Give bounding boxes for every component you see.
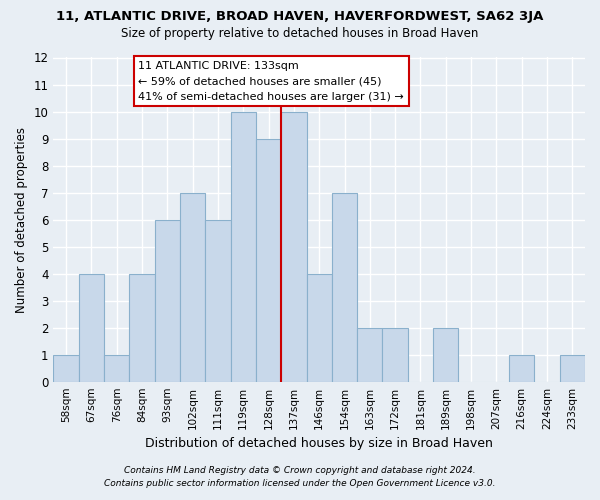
Text: Size of property relative to detached houses in Broad Haven: Size of property relative to detached ho… — [121, 28, 479, 40]
Bar — [155, 220, 180, 382]
Bar — [509, 354, 535, 382]
Bar — [256, 138, 281, 382]
Bar — [205, 220, 230, 382]
Bar — [307, 274, 332, 382]
Bar — [357, 328, 382, 382]
X-axis label: Distribution of detached houses by size in Broad Haven: Distribution of detached houses by size … — [145, 437, 493, 450]
Bar — [53, 354, 79, 382]
Y-axis label: Number of detached properties: Number of detached properties — [15, 126, 28, 312]
Text: 11 ATLANTIC DRIVE: 133sqm
← 59% of detached houses are smaller (45)
41% of semi-: 11 ATLANTIC DRIVE: 133sqm ← 59% of detac… — [139, 60, 404, 102]
Bar — [180, 192, 205, 382]
Bar — [332, 192, 357, 382]
Bar — [281, 112, 307, 382]
Bar — [382, 328, 408, 382]
Text: Contains HM Land Registry data © Crown copyright and database right 2024.
Contai: Contains HM Land Registry data © Crown c… — [104, 466, 496, 487]
Bar — [130, 274, 155, 382]
Text: 11, ATLANTIC DRIVE, BROAD HAVEN, HAVERFORDWEST, SA62 3JA: 11, ATLANTIC DRIVE, BROAD HAVEN, HAVERFO… — [56, 10, 544, 23]
Bar — [79, 274, 104, 382]
Bar — [104, 354, 130, 382]
Bar — [433, 328, 458, 382]
Bar — [560, 354, 585, 382]
Bar — [230, 112, 256, 382]
